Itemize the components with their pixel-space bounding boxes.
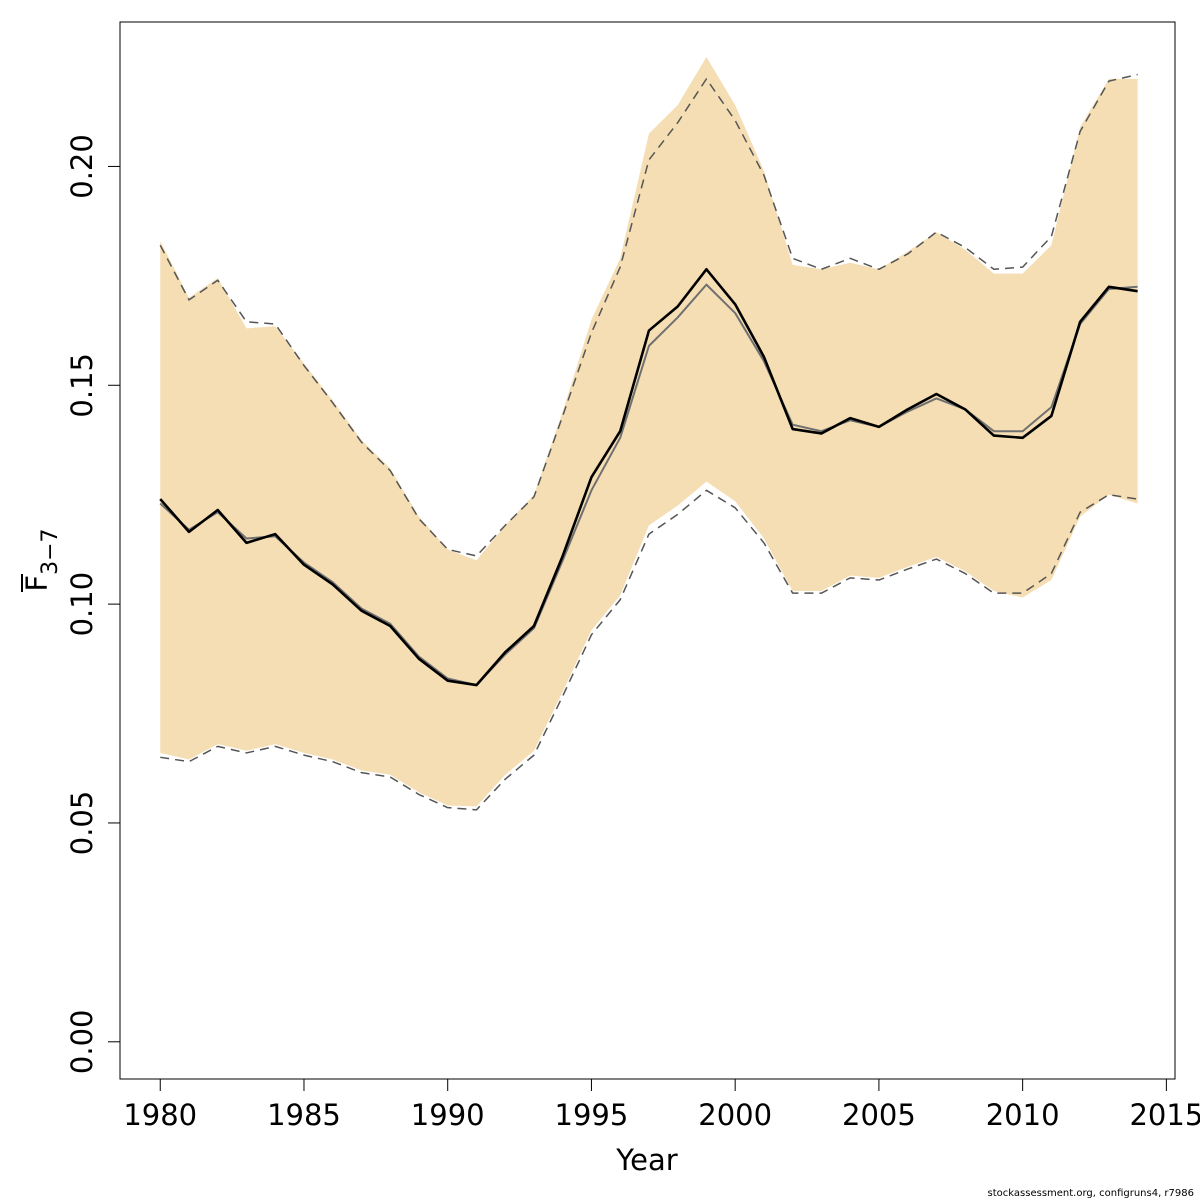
y-axis: 0.00 0.05 0.10 0.15 0.20 (65, 134, 121, 1075)
x-tick-label: 2015 (1129, 1098, 1200, 1132)
y-axis-title-subscript: 3−7 (38, 528, 63, 574)
y-tick-label: 0.00 (65, 1010, 99, 1075)
x-tick-label: 1990 (411, 1098, 485, 1132)
y-axis-title: F3−7 (20, 528, 63, 592)
y-tick-label: 0.10 (65, 572, 99, 637)
series-line-ci-lower-dashed (160, 489, 1138, 811)
x-axis-title: Year (615, 1143, 677, 1177)
series-lines (159, 73, 1138, 811)
x-axis: 1980 1985 1990 1995 2000 2005 2010 2015 (123, 1078, 1200, 1132)
confidence-band (160, 57, 1138, 807)
x-tick-label: 1980 (123, 1098, 197, 1132)
x-tick-label: 2005 (842, 1098, 916, 1132)
x-tick-label: 2000 (698, 1098, 772, 1132)
x-tick-label: 2010 (986, 1098, 1060, 1132)
x-tick-label: 1985 (267, 1098, 341, 1132)
confidence-band-area (160, 57, 1138, 807)
series-line-estimate-black (159, 267, 1138, 687)
y-tick-label: 0.05 (65, 791, 99, 856)
footer-credit: stockassessment.org, configruns4, r7986 (988, 1188, 1194, 1199)
svg-text:F3−7: F3−7 (20, 528, 63, 591)
x-tick-label: 1995 (555, 1098, 629, 1132)
y-tick-label: 0.15 (65, 353, 99, 418)
y-tick-label: 0.20 (65, 134, 99, 199)
series-line-ci-upper-dashed (159, 73, 1138, 557)
y-axis-title-main: F (20, 575, 54, 592)
